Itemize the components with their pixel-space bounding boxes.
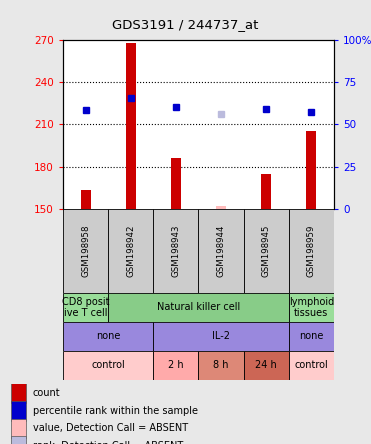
Bar	[306, 131, 316, 209]
Bar	[289, 322, 334, 351]
Bar	[63, 209, 108, 293]
Text: none: none	[96, 331, 121, 341]
Bar	[11, 401, 26, 420]
Bar	[198, 351, 244, 380]
Bar	[153, 209, 198, 293]
Text: 24 h: 24 h	[255, 360, 277, 370]
Bar	[126, 43, 136, 209]
Bar	[63, 293, 108, 322]
Bar	[11, 419, 26, 438]
Bar	[289, 209, 334, 293]
Text: rank, Detection Call = ABSENT: rank, Detection Call = ABSENT	[33, 441, 183, 444]
Text: GSM198959: GSM198959	[307, 225, 316, 277]
Bar	[81, 190, 91, 209]
Bar	[153, 351, 198, 380]
Bar	[11, 383, 26, 403]
Bar	[108, 293, 289, 322]
Text: percentile rank within the sample: percentile rank within the sample	[33, 406, 198, 416]
Text: 8 h: 8 h	[213, 360, 229, 370]
Bar	[261, 174, 271, 209]
Text: CD8 posit
ive T cell: CD8 posit ive T cell	[62, 297, 109, 318]
Text: GSM198944: GSM198944	[217, 225, 226, 277]
Text: GSM198942: GSM198942	[126, 225, 135, 277]
Bar	[244, 209, 289, 293]
Bar	[216, 206, 226, 209]
Text: GDS3191 / 244737_at: GDS3191 / 244737_at	[112, 18, 259, 31]
Text: GSM198945: GSM198945	[262, 225, 271, 277]
Bar	[289, 293, 334, 322]
Bar	[11, 436, 26, 444]
Text: control: control	[295, 360, 328, 370]
Bar	[244, 351, 289, 380]
Bar	[289, 351, 334, 380]
Text: lymphoid
tissues: lymphoid tissues	[289, 297, 334, 318]
Text: 2 h: 2 h	[168, 360, 184, 370]
Bar	[108, 209, 153, 293]
Text: count: count	[33, 388, 60, 398]
Bar	[63, 322, 153, 351]
Text: control: control	[91, 360, 125, 370]
Text: GSM198958: GSM198958	[81, 225, 90, 277]
Bar	[171, 158, 181, 209]
Bar	[153, 322, 289, 351]
Text: none: none	[299, 331, 324, 341]
Text: GSM198943: GSM198943	[171, 225, 180, 277]
Text: IL-2: IL-2	[212, 331, 230, 341]
Text: value, Detection Call = ABSENT: value, Detection Call = ABSENT	[33, 424, 188, 433]
Bar	[63, 351, 153, 380]
Bar	[198, 209, 244, 293]
Text: Natural killer cell: Natural killer cell	[157, 302, 240, 313]
